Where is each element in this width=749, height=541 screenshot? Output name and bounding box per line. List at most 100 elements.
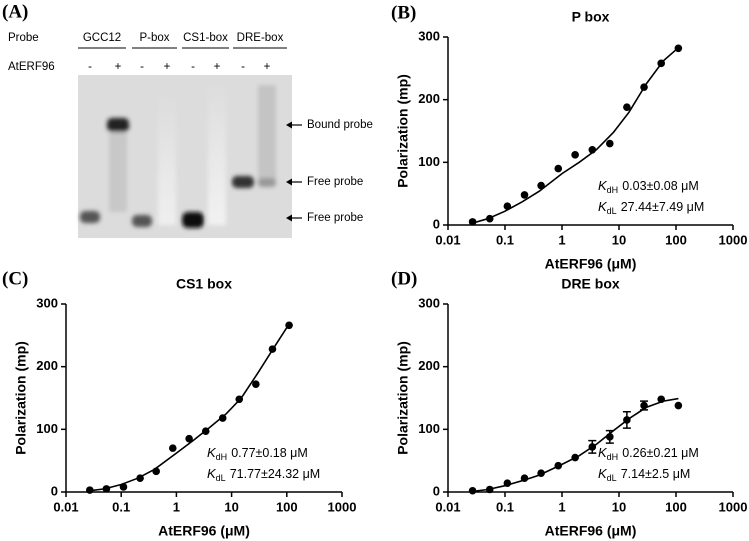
- y-tick-label: 0: [51, 483, 58, 498]
- data-point: [485, 485, 494, 494]
- x-tick-label: 0.01: [435, 232, 460, 247]
- kd-annotation: KdL 27.44±7.49 μM: [598, 199, 704, 216]
- y-axis-label: Polarization (mp): [13, 341, 29, 455]
- band: [107, 118, 129, 132]
- arrow-label: Free probe: [307, 212, 363, 224]
- arrow-head: [286, 214, 292, 222]
- probe-label: CS1-box: [183, 32, 228, 44]
- data-point: [485, 214, 494, 223]
- band: [232, 176, 254, 188]
- kd-value: 7.14±2.5 μM: [621, 467, 691, 481]
- x-tick-label: 0.01: [53, 499, 78, 514]
- smear: [208, 85, 226, 225]
- data-point: [520, 191, 529, 199]
- data-point: [674, 44, 683, 53]
- row-label: Probe: [8, 32, 39, 44]
- fit-curve: [472, 47, 679, 224]
- panel-label: (B): [391, 2, 416, 23]
- kd-value: 0.77±0.18 μM: [231, 446, 308, 460]
- kd-symbol: K: [598, 178, 608, 193]
- x-tick-label: 100: [665, 499, 687, 514]
- data-point: [503, 202, 512, 210]
- lane-sign: +: [214, 61, 221, 73]
- data-point: [119, 483, 128, 491]
- data-point: [623, 103, 631, 111]
- y-tick-label: 300: [418, 28, 440, 43]
- kd-symbol: K: [207, 466, 217, 481]
- data-point: [657, 395, 666, 404]
- y-tick-label: 100: [418, 421, 440, 436]
- kd-symbol: K: [598, 445, 608, 460]
- data-point: [657, 59, 666, 68]
- y-tick-label: 200: [418, 91, 440, 106]
- x-tick-label: 100: [665, 232, 687, 247]
- data-point: [520, 474, 529, 483]
- x-tick-label: 100: [276, 499, 298, 514]
- x-tick-label: 1: [558, 232, 565, 247]
- kd-value: 71.77±24.32 μM: [230, 467, 321, 481]
- kd-value: 0.03±0.08 μM: [622, 179, 699, 193]
- y-tick-label: 300: [36, 295, 58, 310]
- data-point: [588, 443, 597, 451]
- kd-subscript: dL: [607, 206, 617, 216]
- x-tick-label: 1: [558, 499, 565, 514]
- lane-sign: -: [191, 61, 195, 73]
- lane-sign: -: [241, 61, 245, 73]
- data-point: [606, 139, 614, 148]
- data-point: [185, 434, 193, 443]
- data-point: [136, 474, 144, 483]
- x-tick-label: 0.01: [435, 499, 460, 514]
- x-tick-label: 10: [612, 499, 626, 514]
- data-point: [503, 479, 512, 488]
- data-point: [588, 146, 597, 154]
- x-tick-label: 0.1: [496, 232, 514, 247]
- y-tick-label: 100: [418, 154, 440, 169]
- lane-sign: +: [164, 61, 171, 73]
- data-point: [606, 433, 614, 441]
- data-point: [537, 181, 545, 190]
- data-point: [571, 151, 579, 159]
- arrow-label: Free probe: [307, 176, 363, 188]
- x-tick-label: 0.1: [496, 499, 514, 514]
- data-point: [152, 467, 160, 476]
- data-point: [235, 395, 244, 404]
- data-point: [554, 461, 563, 470]
- data-point: [468, 486, 477, 495]
- x-tick-label: 1000: [719, 232, 748, 247]
- arrow-label: Bound probe: [307, 119, 373, 131]
- data-point: [640, 83, 648, 91]
- arrow-head: [286, 178, 292, 186]
- y-tick-label: 0: [433, 483, 440, 498]
- kd-symbol: K: [598, 466, 608, 481]
- gel-image: [78, 75, 292, 238]
- data-point: [218, 414, 227, 422]
- chart-title: P box: [572, 9, 610, 25]
- row-label: AtERF96: [8, 61, 55, 73]
- data-point: [168, 444, 177, 452]
- y-tick-label: 100: [36, 421, 58, 436]
- lane-sign: +: [115, 61, 122, 73]
- x-tick-label: 0.1: [112, 499, 130, 514]
- data-point: [86, 486, 94, 494]
- data-point: [285, 321, 293, 330]
- kd-subscript: dH: [216, 452, 228, 462]
- probe-label: P-box: [139, 32, 169, 44]
- chart-title: DRE box: [561, 276, 620, 292]
- data-point: [537, 469, 545, 478]
- y-tick-label: 300: [418, 295, 440, 310]
- smear: [109, 132, 127, 212]
- x-axis-label: AtERF96 (μM): [545, 523, 637, 539]
- kd-value: 27.44±7.49 μM: [621, 200, 705, 214]
- panel-label: (C): [2, 268, 28, 289]
- kd-annotation: KdH 0.77±0.18 μM: [207, 445, 308, 462]
- lane-sign: -: [140, 61, 144, 73]
- probe-label: DRE-box: [237, 32, 284, 44]
- band: [182, 212, 204, 228]
- kd-value: 0.26±0.21 μM: [622, 446, 699, 460]
- smear: [258, 85, 276, 185]
- lane-sign: -: [88, 61, 92, 73]
- data-point: [554, 164, 563, 173]
- data-point: [674, 401, 683, 410]
- panel-label: (D): [391, 268, 417, 289]
